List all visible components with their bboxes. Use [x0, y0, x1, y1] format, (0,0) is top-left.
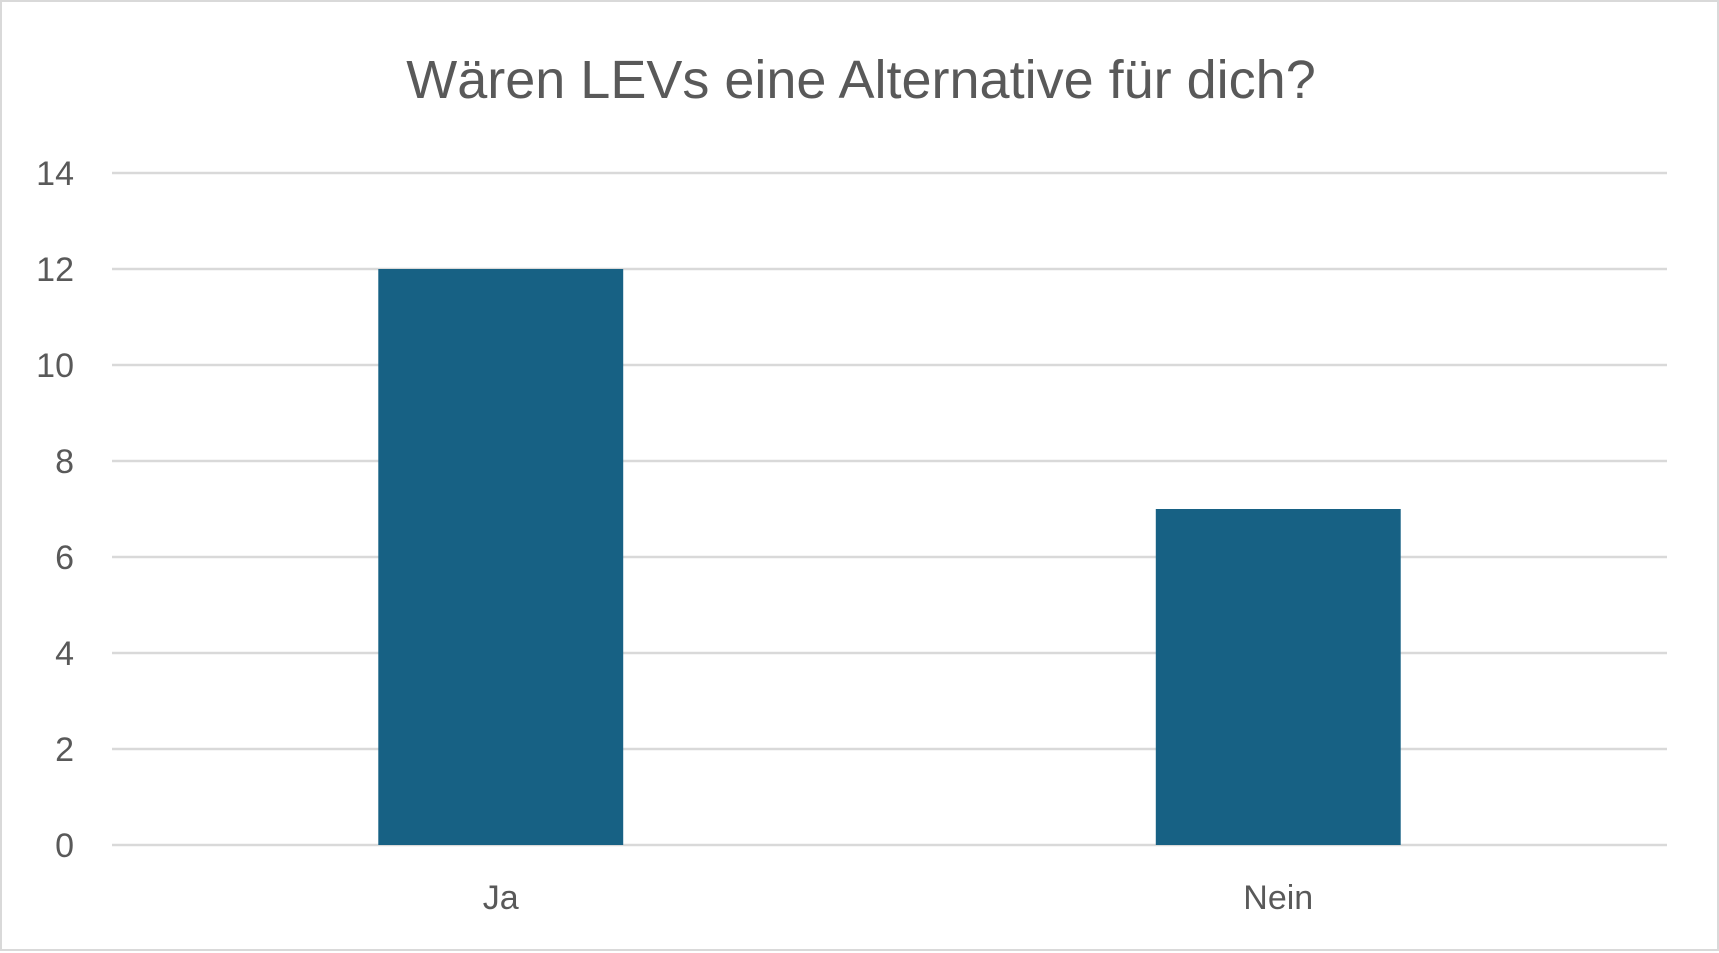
y-tick-label: 0	[55, 827, 74, 865]
x-category-label-ja: Ja	[483, 879, 519, 917]
y-tick-label: 12	[36, 251, 74, 289]
bar-ja	[378, 269, 624, 845]
bars	[378, 269, 1401, 845]
y-tick-label: 10	[36, 347, 74, 385]
y-axis-tick-labels: 0 2 4 6 8 10 12 14	[36, 155, 74, 865]
x-axis-category-labels: Ja Nein	[483, 879, 1313, 917]
y-tick-label: 2	[55, 731, 74, 769]
y-tick-label: 6	[55, 539, 74, 577]
x-category-label-nein: Nein	[1243, 879, 1313, 917]
y-tick-label: 8	[55, 443, 74, 481]
chart-title: Wären LEVs eine Alternative für dich?	[406, 50, 1315, 110]
y-tick-label: 14	[36, 155, 74, 193]
grid-lines	[112, 171, 1667, 847]
y-tick-label: 4	[55, 635, 74, 673]
bar-nein	[1155, 509, 1401, 845]
